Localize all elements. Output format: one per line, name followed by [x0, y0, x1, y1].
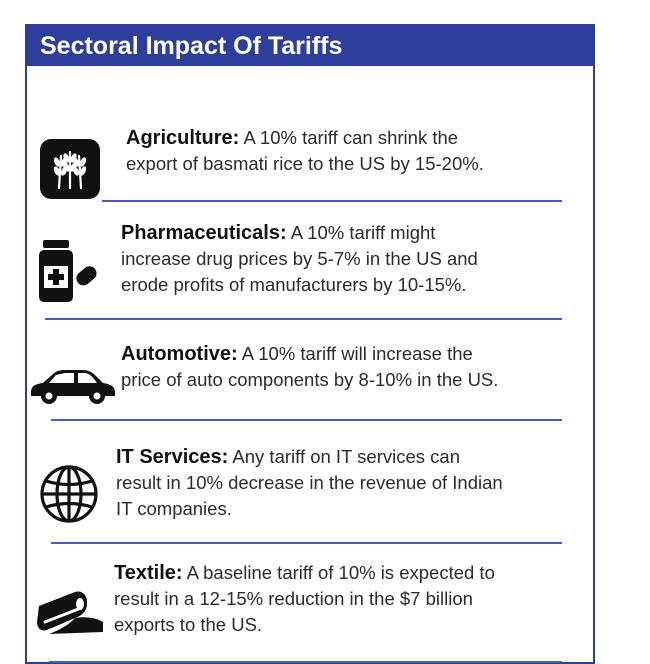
infographic-panel: Sectoral Impact Of Tariffs	[25, 24, 595, 664]
sector-description: Pharmaceuticals: A 10% tariff might incr…	[121, 222, 478, 295]
sector-description: Automotive: A 10% tariff will increase t…	[121, 343, 499, 390]
globe-icon	[40, 465, 98, 523]
divider	[49, 661, 562, 663]
wheat-icon	[40, 139, 100, 199]
sector-name: Automotive:	[121, 343, 238, 365]
panel-title: Sectoral Impact Of Tariffs	[27, 26, 593, 66]
sector-name: Agriculture:	[126, 127, 240, 149]
sector-description: IT Services: Any tariff on IT services c…	[116, 446, 503, 519]
divider	[102, 200, 562, 202]
car-icon	[31, 370, 115, 404]
sector-description: Agriculture: A 10% tariff can shrink the…	[126, 127, 484, 174]
sector-name: Pharmaceuticals:	[121, 222, 287, 244]
fabric-roll-icon	[37, 591, 103, 634]
sector-name: Textile:	[114, 562, 183, 584]
sector-name: IT Services:	[116, 446, 229, 468]
divider	[51, 542, 562, 544]
sector-description: Textile: A baseline tariff of 10% is exp…	[114, 562, 495, 635]
divider	[45, 318, 562, 320]
medicine-bottle-icon	[39, 240, 97, 302]
divider	[51, 419, 562, 421]
